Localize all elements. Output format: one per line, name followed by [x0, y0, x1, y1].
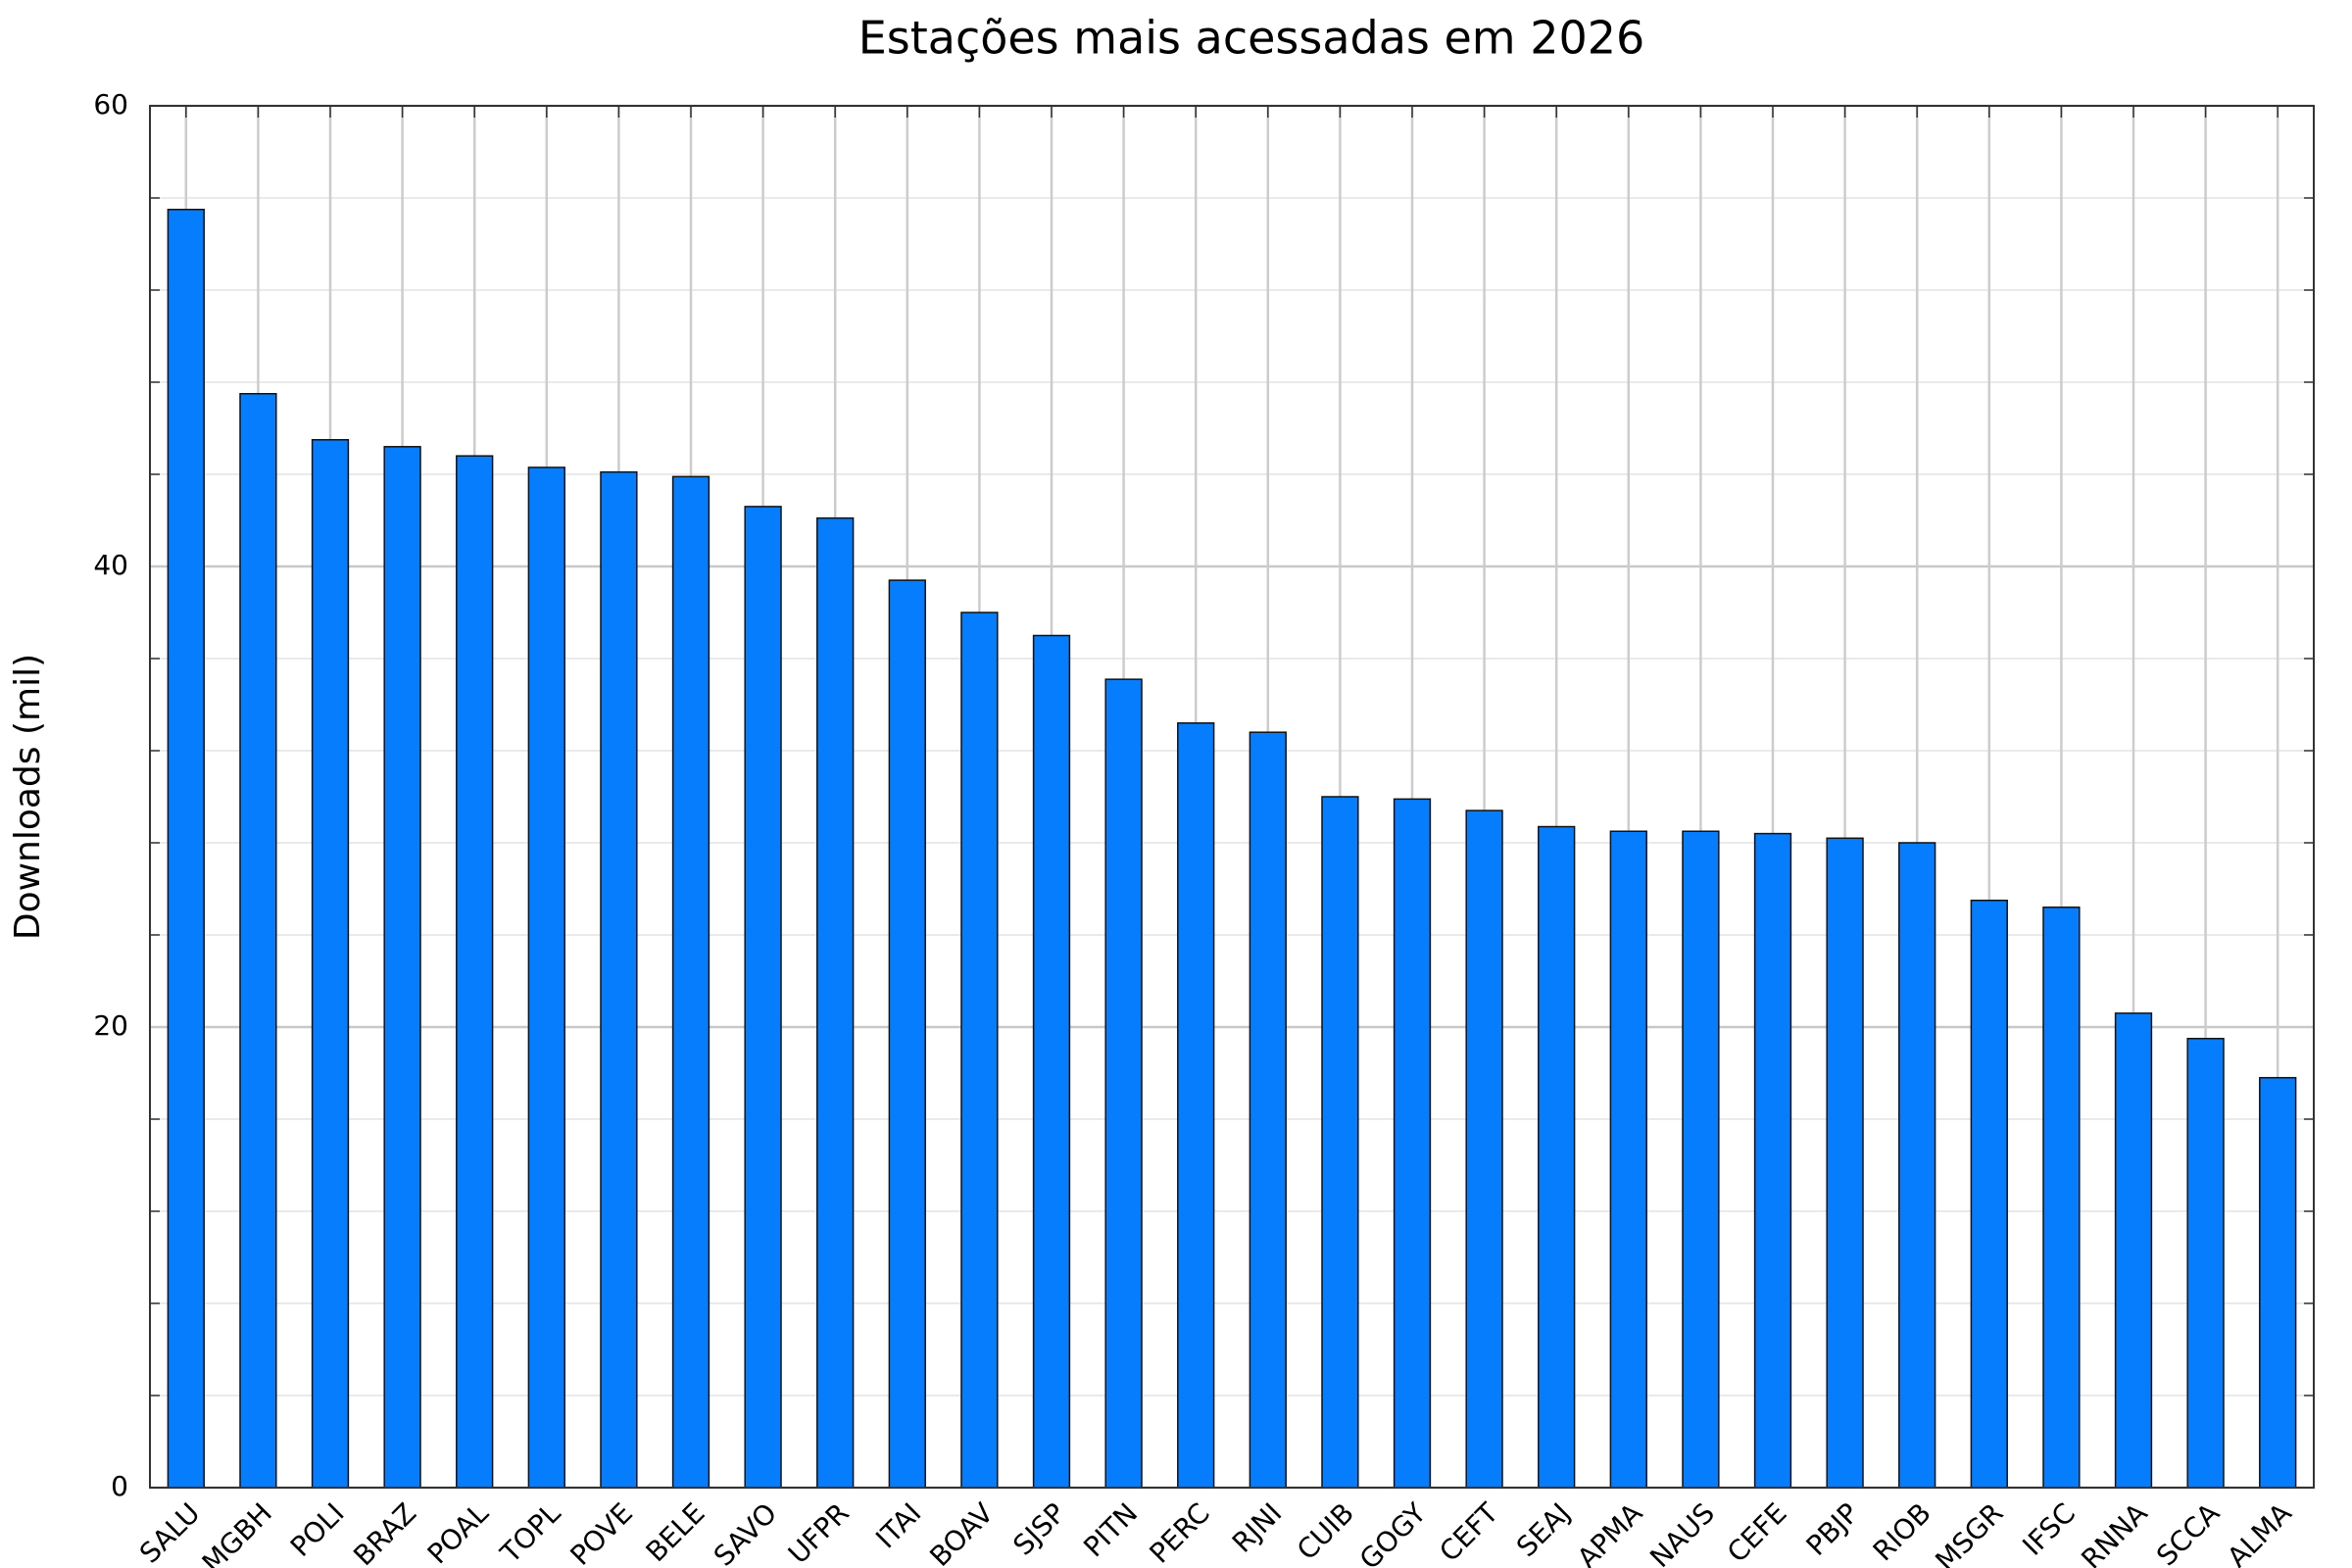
x-tick-label: POVE	[564, 1496, 639, 1568]
y-axis-label: Downloads (mil)	[8, 654, 48, 940]
bar	[383, 446, 421, 1489]
y-tick-label: 0	[111, 1470, 128, 1502]
chart-title: Estações mais acessadas em 2026	[858, 12, 1645, 65]
x-tick-label: UFPR	[782, 1496, 856, 1568]
bar	[1898, 842, 1936, 1489]
bar	[1465, 809, 1503, 1489]
x-tick-label: PERC	[1143, 1496, 1215, 1568]
x-tick-label: APMA	[1571, 1496, 1648, 1568]
bar	[1393, 798, 1432, 1489]
bar	[1970, 900, 2008, 1489]
x-tick-label: CUIB	[1291, 1496, 1360, 1566]
x-tick-label: CEFE	[1721, 1496, 1793, 1568]
x-tick-label: NAUS	[1643, 1496, 1721, 1568]
x-tick-label: GOGY	[1353, 1496, 1433, 1568]
bar	[1321, 796, 1359, 1489]
bar	[167, 209, 205, 1489]
bar	[1682, 830, 1720, 1489]
bar	[527, 466, 565, 1489]
x-tick-label: RNNA	[2075, 1496, 2153, 1568]
bar	[1538, 825, 1576, 1489]
x-tick-label: SAVO	[708, 1496, 783, 1568]
bar	[239, 393, 277, 1489]
x-tick-label: MSGR	[1929, 1496, 2009, 1568]
x-tick-label: TOPL	[494, 1496, 567, 1568]
x-tick-label: BRAZ	[347, 1496, 422, 1568]
plot-frame	[149, 105, 2315, 1489]
x-tick-label: ALMA	[2221, 1496, 2298, 1568]
x-tick-label: SCCA	[2150, 1496, 2226, 1568]
bar	[960, 612, 999, 1489]
bar	[888, 579, 926, 1489]
x-tick-label: POAL	[421, 1496, 495, 1568]
bar	[2259, 1076, 2297, 1489]
bar	[1609, 830, 1647, 1489]
x-tick-label: ITAI	[869, 1496, 927, 1554]
bar	[600, 470, 638, 1489]
bar	[1753, 832, 1792, 1489]
x-tick-label: SJSP	[1006, 1496, 1071, 1561]
y-tick-label: 20	[93, 1009, 128, 1042]
bar	[456, 455, 494, 1489]
bar	[311, 439, 350, 1489]
x-tick-label: BELE	[640, 1496, 711, 1568]
bar	[2186, 1038, 2225, 1489]
bar	[1177, 722, 1215, 1489]
x-tick-label: PITN	[1077, 1496, 1144, 1563]
bar	[1032, 634, 1071, 1489]
x-tick-label: PBJP	[1800, 1496, 1866, 1562]
bar	[1826, 837, 1864, 1489]
bar	[1249, 731, 1287, 1489]
bar	[1104, 678, 1143, 1489]
x-tick-label: POLI	[284, 1496, 351, 1563]
x-tick-label: CEFT	[1433, 1496, 1504, 1568]
bar	[2042, 906, 2081, 1489]
y-tick-label: 60	[93, 88, 128, 121]
bar	[744, 506, 782, 1489]
x-tick-label: SALU	[133, 1496, 206, 1568]
bar	[671, 475, 710, 1489]
x-tick-label: IFSC	[2016, 1496, 2082, 1562]
bar	[816, 516, 855, 1489]
x-tick-label: SEAJ	[1510, 1496, 1577, 1563]
x-tick-label: RJNI	[1226, 1496, 1289, 1559]
x-tick-label: MGBH	[196, 1496, 278, 1568]
y-tick-label: 40	[93, 549, 128, 581]
x-tick-label: BOAV	[923, 1496, 1000, 1568]
x-tick-label: RIOB	[1867, 1496, 1937, 1567]
bar	[2114, 1012, 2153, 1489]
